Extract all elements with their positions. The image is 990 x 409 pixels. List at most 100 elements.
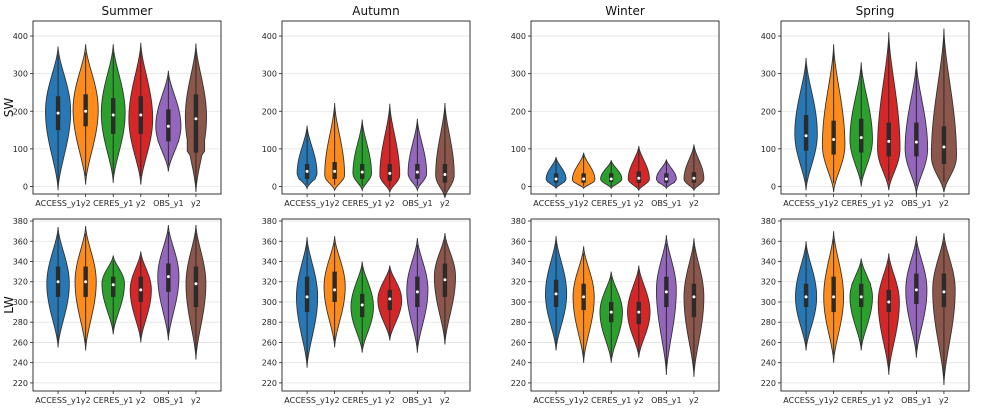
- violin-median-dot: [554, 177, 558, 181]
- violin-iqr-box: [914, 122, 919, 157]
- axes-frame: [530, 218, 720, 392]
- y-tick-label: 360: [761, 237, 776, 246]
- x-tick-label: y2: [385, 199, 395, 208]
- x-tick-label: y2: [634, 396, 644, 405]
- x-tick-label: ACCESS_y1: [783, 199, 829, 208]
- x-tick-label: OBS_y1: [402, 199, 433, 208]
- y-tick-label: 340: [511, 257, 526, 266]
- y-tick-label: 240: [511, 359, 526, 368]
- x-tick-label: CERES_y1: [342, 199, 382, 208]
- violin-median-dot: [139, 288, 143, 292]
- axes-frame: [780, 20, 970, 195]
- x-tick-label: y2: [579, 396, 589, 405]
- x-tick-label: ACCESS_y1: [783, 396, 829, 405]
- y-tick-label: 280: [262, 318, 277, 327]
- violin-iqr-box: [941, 126, 947, 164]
- violin-median-dot: [859, 295, 863, 299]
- x-tick-label: CERES_y1: [93, 396, 133, 405]
- violin-median-dot: [664, 290, 668, 294]
- x-tick-label: y2: [330, 396, 340, 405]
- x-tick-label: CERES_y1: [93, 199, 133, 208]
- violin-median-dot: [692, 176, 696, 180]
- y-tick-label: 400: [511, 32, 526, 41]
- violin-median-dot: [194, 282, 198, 286]
- violin-median-dot: [887, 139, 891, 143]
- y-tick-label: 260: [13, 338, 28, 347]
- violin-median-dot: [832, 137, 836, 141]
- x-tick-label: OBS_y1: [153, 396, 184, 405]
- violin-median-dot: [443, 172, 447, 176]
- x-tick-label: y2: [81, 199, 91, 208]
- violin-iqr-box: [831, 120, 836, 155]
- y-tick-label: 300: [761, 298, 776, 307]
- x-tick-label: OBS_y1: [153, 199, 184, 208]
- y-tick-label: 300: [511, 70, 526, 79]
- violin-median-dot: [942, 290, 946, 294]
- violin-median-dot: [305, 169, 309, 173]
- violin-median-dot: [942, 145, 946, 149]
- y-tick-label: 0: [771, 182, 776, 191]
- x-tick-label: OBS_y1: [901, 396, 932, 405]
- y-tick-label: 240: [262, 359, 277, 368]
- violin-iqr-box: [332, 271, 337, 302]
- x-tick-label: ACCESS_y1: [533, 199, 579, 208]
- y-tick-label: 200: [761, 107, 776, 116]
- x-tick-label: y2: [440, 199, 450, 208]
- x-tick-label: y2: [884, 396, 894, 405]
- y-tick-label: 400: [13, 32, 28, 41]
- x-tick-label: ACCESS_y1: [284, 396, 330, 405]
- x-tick-label: y2: [440, 396, 450, 405]
- violin-median-dot: [804, 295, 808, 299]
- violin-median-dot: [582, 177, 586, 181]
- y-tick-label: 100: [761, 145, 776, 154]
- x-tick-label: y2: [634, 199, 644, 208]
- x-tick-label: y2: [939, 199, 949, 208]
- violin-median-dot: [166, 124, 170, 128]
- violin-median-dot: [111, 283, 115, 287]
- y-tick-label: 300: [511, 298, 526, 307]
- y-tick-label: 260: [262, 338, 277, 347]
- x-tick-label: OBS_y1: [651, 396, 682, 405]
- column-title: Autumn: [352, 4, 399, 18]
- y-tick-label: 300: [262, 70, 277, 79]
- violin-median-dot: [166, 275, 170, 279]
- violin-median-dot: [914, 288, 918, 292]
- y-tick-label: 360: [511, 237, 526, 246]
- violin-iqr-box: [304, 276, 310, 313]
- violin-median-dot: [360, 303, 364, 307]
- violin-iqr-box: [691, 283, 697, 318]
- violin-median-dot: [443, 278, 447, 282]
- axes-frame: [530, 20, 720, 195]
- axes-frame: [281, 218, 471, 392]
- y-tick-label: 300: [761, 70, 776, 79]
- violin-iqr-box: [193, 266, 199, 308]
- x-tick-label: y2: [939, 396, 949, 405]
- axes-frame: [32, 218, 222, 392]
- violin-median-dot: [360, 170, 364, 174]
- y-tick-label: 320: [511, 278, 526, 287]
- y-tick-label: 240: [761, 359, 776, 368]
- y-tick-label: 260: [511, 338, 526, 347]
- violin-median-dot: [582, 295, 586, 299]
- y-tick-label: 220: [13, 379, 28, 388]
- violin-iqr-box: [803, 283, 809, 308]
- violin-median-dot: [84, 280, 88, 284]
- violin-iqr-box: [803, 115, 809, 151]
- y-tick-label: 400: [262, 32, 277, 41]
- row-label: SW: [2, 98, 16, 118]
- x-tick-label: y2: [579, 199, 589, 208]
- violin-median-dot: [56, 280, 60, 284]
- y-tick-label: 280: [511, 318, 526, 327]
- y-tick-label: 300: [13, 298, 28, 307]
- violin-median-dot: [84, 109, 88, 113]
- y-tick-label: 400: [761, 32, 776, 41]
- axes-frame: [32, 20, 222, 195]
- y-tick-label: 340: [262, 257, 277, 266]
- violin-median-dot: [56, 111, 60, 115]
- violin-median-dot: [305, 295, 309, 299]
- violin-median-dot: [415, 170, 419, 174]
- violin-iqr-box: [941, 273, 947, 308]
